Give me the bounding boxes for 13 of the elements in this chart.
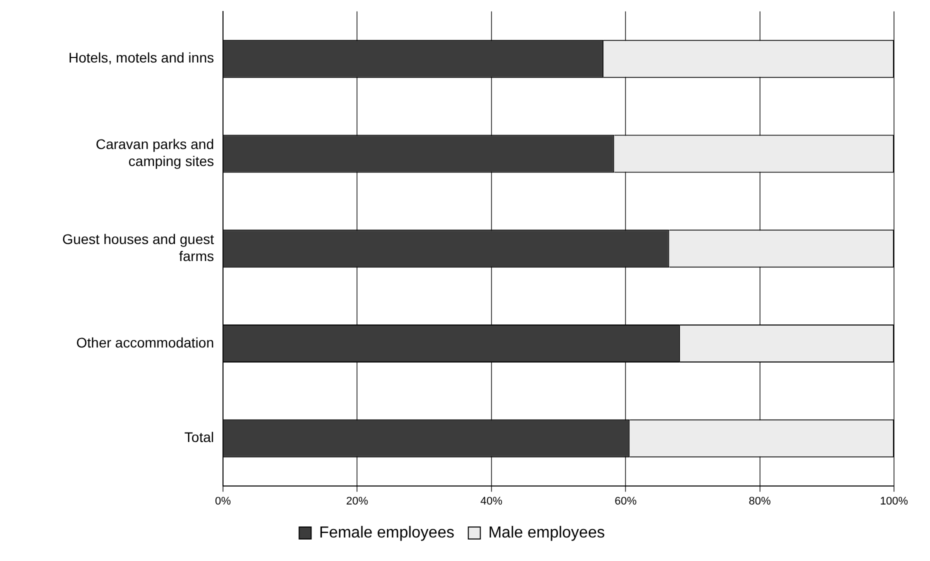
legend-label: Female employees xyxy=(319,524,454,542)
y-tick-label: Caravan parks and camping sites xyxy=(96,136,214,169)
x-tick-label: 80% xyxy=(748,495,772,508)
x-tick-label: 40% xyxy=(480,495,503,508)
y-tick-label: Total xyxy=(184,429,214,446)
x-tick-label: 20% xyxy=(346,495,368,508)
y-tick-label: Other accommodation xyxy=(76,334,214,350)
x-tick-label: 0% xyxy=(215,495,232,508)
x-tick-label: 100% xyxy=(880,495,908,508)
y-tick-label: Guest houses and guest farms xyxy=(62,231,214,264)
y-tick-label: Hotels, motels and inns xyxy=(68,50,214,66)
legend-label: Male employees xyxy=(488,524,605,542)
x-tick-label: 60% xyxy=(614,495,637,508)
